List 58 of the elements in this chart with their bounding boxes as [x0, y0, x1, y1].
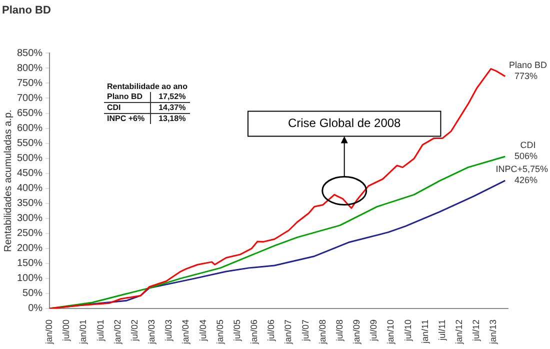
x-tick-label: jul/02 — [129, 319, 140, 342]
x-tick-label: jul/07 — [300, 319, 310, 342]
y-tick-label: 500% — [17, 153, 43, 164]
x-tick-label: jan/01 — [78, 319, 88, 346]
series-label: Plano BD — [508, 60, 548, 70]
series-label: INPC+5,75% — [496, 164, 548, 174]
y-tick-label: 350% — [17, 198, 43, 210]
x-tick-label: jan/12 — [454, 319, 464, 346]
x-tick-label: jul/03 — [164, 319, 174, 342]
x-tick-label: jan/10 — [386, 319, 396, 346]
y-tick-label: 200% — [17, 243, 43, 254]
y-tick-label: 250% — [17, 228, 43, 240]
y-tick-label: 700% — [17, 93, 43, 104]
y-tick-label: 450% — [17, 168, 43, 180]
annotation: Rentabilidade ao ano — [106, 82, 188, 92]
annotation: Crise Global de 2008 — [288, 116, 402, 130]
y-axis-title: Rentabilidades acumuladas a.p. — [2, 110, 14, 252]
x-tick-label: jan/02 — [112, 319, 122, 346]
x-tick-label: jul/06 — [266, 319, 276, 342]
data-label: 773% — [514, 70, 538, 81]
x-tick-label: jan/07 — [283, 319, 294, 346]
x-tick-label: jan/08 — [317, 319, 328, 346]
y-tick-label: 0% — [28, 303, 43, 314]
x-tick-label: jan/05 — [214, 319, 225, 346]
x-tick-label: jan/06 — [249, 319, 260, 346]
y-tick-label: 50% — [22, 288, 43, 300]
x-tick-label: jan/11 — [420, 319, 430, 344]
y-tick-label: 600% — [17, 123, 43, 134]
y-tick-label: 750% — [17, 78, 43, 89]
x-tick-label: jul/01 — [95, 319, 106, 342]
y-tick-label: 400% — [17, 183, 43, 194]
series-label: CDI — [520, 140, 536, 150]
y-tick-label: 650% — [17, 108, 43, 120]
x-tick-label: jan/00 — [44, 319, 54, 346]
x-tick-label: jul/09 — [368, 319, 379, 342]
y-tick-label: 550% — [17, 138, 43, 150]
x-tick-label: jan/04 — [180, 319, 191, 346]
x-tick-label: jan/13 — [488, 319, 498, 346]
x-tick-label: jul/12 — [471, 319, 482, 342]
x-tick-label: jul/00 — [61, 319, 72, 342]
data-label: 506% — [514, 150, 538, 161]
chart-title: Plano BD — [2, 4, 51, 17]
y-tick-label: 850% — [17, 48, 43, 59]
data-label: 426% — [514, 175, 538, 186]
x-tick-label: jul/04 — [198, 319, 208, 342]
x-tick-label: jul/05 — [232, 319, 242, 342]
y-tick-label: 800% — [17, 62, 43, 74]
x-tick-label: jan/09 — [352, 319, 362, 346]
x-tick-label: jul/11 — [436, 319, 447, 342]
text: INPC +6% 13,18% — [107, 114, 186, 123]
text: Plano BD 17,52% — [107, 92, 186, 101]
y-tick-label: 300% — [17, 213, 43, 224]
x-tick-label: jan/03 — [146, 319, 157, 346]
x-tick-label: jul/08 — [334, 319, 344, 342]
x-tick-label: jul/10 — [402, 319, 413, 342]
text: CDI 14,37% — [107, 103, 186, 112]
y-tick-label: 150% — [17, 258, 43, 270]
y-tick-label: 100% — [17, 273, 43, 284]
